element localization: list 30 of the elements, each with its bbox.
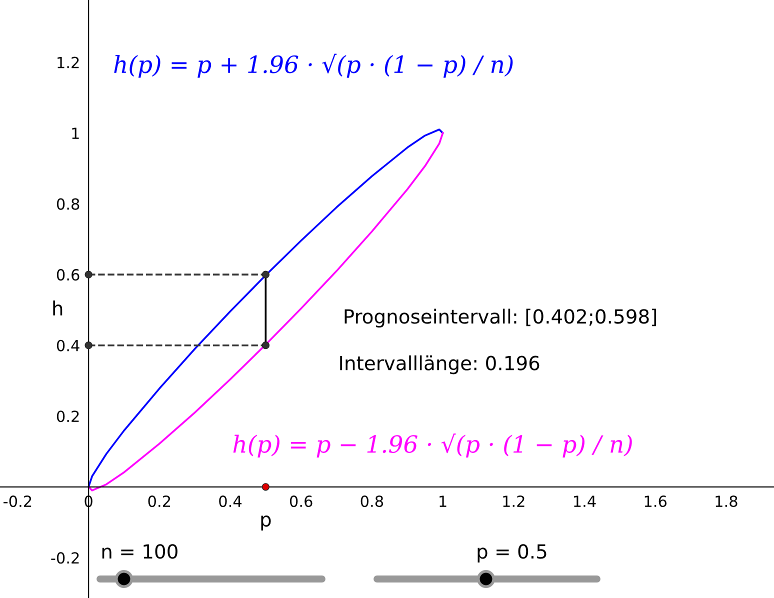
y-tick-label: 0.2 — [56, 410, 79, 422]
x-tick-label: 0.2 — [148, 495, 170, 508]
x-tick-label: 1.8 — [716, 495, 738, 508]
text: h(p) = p + 1.96 · √(p · (1 − p) / n) — [114, 54, 513, 78]
y-tick-label: 0.6 — [56, 269, 80, 281]
x-tick-label: -0.2 — [4, 495, 32, 508]
point — [262, 342, 270, 350]
x-tick-label: 1.4 — [574, 496, 596, 507]
y-tick-label: -0.2 — [51, 552, 79, 564]
y-tick-label: 1 — [72, 128, 79, 139]
series-label: h(p) = p − 1.96 · √(p · (1 − p) / n) — [233, 433, 632, 458]
annotation: p = 0.5 — [478, 544, 546, 563]
y-tick-label: 1.2 — [58, 56, 79, 68]
point — [262, 270, 270, 278]
x-tick-label: 1 — [440, 496, 446, 507]
y-tick-label: 0.4 — [56, 340, 80, 352]
x-tick-label: 0.4 — [219, 495, 242, 508]
point — [262, 483, 270, 491]
point — [84, 270, 92, 278]
x-tick-label: 1.2 — [503, 495, 524, 507]
point — [84, 342, 92, 350]
x-axis-title: p — [261, 516, 271, 530]
annotation: Intervalllänge: 0.196 — [340, 355, 540, 374]
y-tick-label: 0.8 — [56, 198, 80, 210]
x-tick-label: 0.8 — [360, 495, 384, 508]
annotation: Prognoseintervall: [0.402;0.598] — [344, 308, 656, 328]
x-tick-label: 0.6 — [290, 495, 312, 508]
y-axis-title: h — [53, 300, 62, 316]
x-tick-label: 1.6 — [644, 495, 667, 508]
annotation: n = 100 — [102, 544, 178, 559]
